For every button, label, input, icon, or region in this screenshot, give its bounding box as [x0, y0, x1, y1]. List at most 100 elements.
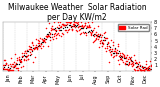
- Point: [94, 39, 96, 40]
- Point: [61, 33, 64, 34]
- Point: [115, 54, 118, 55]
- Point: [52, 28, 54, 30]
- Point: [31, 41, 34, 42]
- Point: [107, 42, 109, 44]
- Point: [117, 50, 120, 52]
- Point: [49, 36, 52, 37]
- Point: [107, 42, 109, 44]
- Point: [114, 54, 117, 56]
- Point: [96, 34, 98, 35]
- Point: [143, 66, 146, 68]
- Point: [19, 66, 22, 67]
- Point: [107, 50, 110, 51]
- Point: [91, 31, 93, 32]
- Point: [94, 34, 97, 35]
- Point: [137, 69, 140, 71]
- Point: [114, 47, 116, 48]
- Point: [76, 23, 79, 24]
- Point: [52, 38, 54, 40]
- Point: [139, 65, 142, 66]
- Point: [110, 55, 113, 56]
- Point: [115, 52, 118, 53]
- Point: [11, 66, 14, 68]
- Point: [74, 21, 76, 23]
- Point: [43, 42, 46, 43]
- Point: [67, 21, 70, 23]
- Point: [16, 69, 19, 71]
- Point: [100, 43, 103, 44]
- Point: [89, 27, 92, 28]
- Point: [50, 29, 53, 30]
- Point: [36, 47, 38, 48]
- Point: [22, 54, 25, 56]
- Point: [45, 33, 48, 35]
- Point: [65, 29, 67, 30]
- Point: [17, 59, 20, 60]
- Point: [21, 56, 24, 57]
- Point: [84, 23, 87, 24]
- Point: [131, 64, 134, 66]
- Point: [127, 62, 130, 64]
- Point: [108, 62, 111, 63]
- Point: [27, 58, 29, 59]
- Point: [73, 25, 76, 26]
- Point: [142, 66, 144, 68]
- Point: [87, 21, 89, 23]
- Point: [127, 59, 129, 60]
- Point: [102, 44, 105, 45]
- Point: [75, 25, 77, 27]
- Point: [123, 54, 125, 56]
- Point: [78, 26, 80, 27]
- Point: [31, 49, 33, 51]
- Point: [10, 57, 12, 59]
- Point: [140, 69, 142, 71]
- Point: [66, 26, 69, 28]
- Point: [33, 47, 36, 49]
- Point: [41, 39, 44, 40]
- Point: [30, 47, 32, 48]
- Point: [3, 59, 5, 61]
- Point: [22, 58, 25, 60]
- Point: [140, 69, 142, 71]
- Point: [29, 46, 31, 47]
- Point: [28, 52, 31, 53]
- Point: [103, 39, 105, 41]
- Point: [126, 60, 128, 61]
- Point: [69, 24, 71, 25]
- Point: [103, 36, 105, 37]
- Legend: Solar Rad: Solar Rad: [118, 24, 149, 31]
- Point: [20, 62, 22, 63]
- Point: [80, 32, 83, 34]
- Point: [14, 65, 16, 67]
- Point: [81, 31, 84, 32]
- Point: [53, 36, 55, 37]
- Point: [99, 35, 102, 36]
- Point: [135, 63, 138, 64]
- Point: [79, 28, 81, 29]
- Point: [9, 68, 11, 69]
- Point: [87, 31, 90, 33]
- Point: [5, 64, 8, 65]
- Point: [118, 52, 121, 53]
- Point: [148, 60, 151, 61]
- Point: [129, 56, 132, 58]
- Point: [67, 21, 70, 23]
- Point: [136, 65, 138, 67]
- Point: [120, 59, 123, 61]
- Point: [145, 63, 147, 65]
- Point: [150, 64, 152, 65]
- Point: [97, 36, 99, 37]
- Point: [21, 52, 23, 54]
- Point: [41, 39, 43, 40]
- Point: [74, 26, 76, 27]
- Point: [88, 27, 91, 28]
- Point: [106, 48, 109, 49]
- Point: [96, 35, 98, 36]
- Point: [21, 56, 24, 57]
- Point: [5, 69, 7, 70]
- Point: [39, 43, 42, 44]
- Point: [140, 66, 143, 67]
- Point: [45, 35, 48, 36]
- Point: [53, 33, 56, 35]
- Point: [1, 68, 4, 70]
